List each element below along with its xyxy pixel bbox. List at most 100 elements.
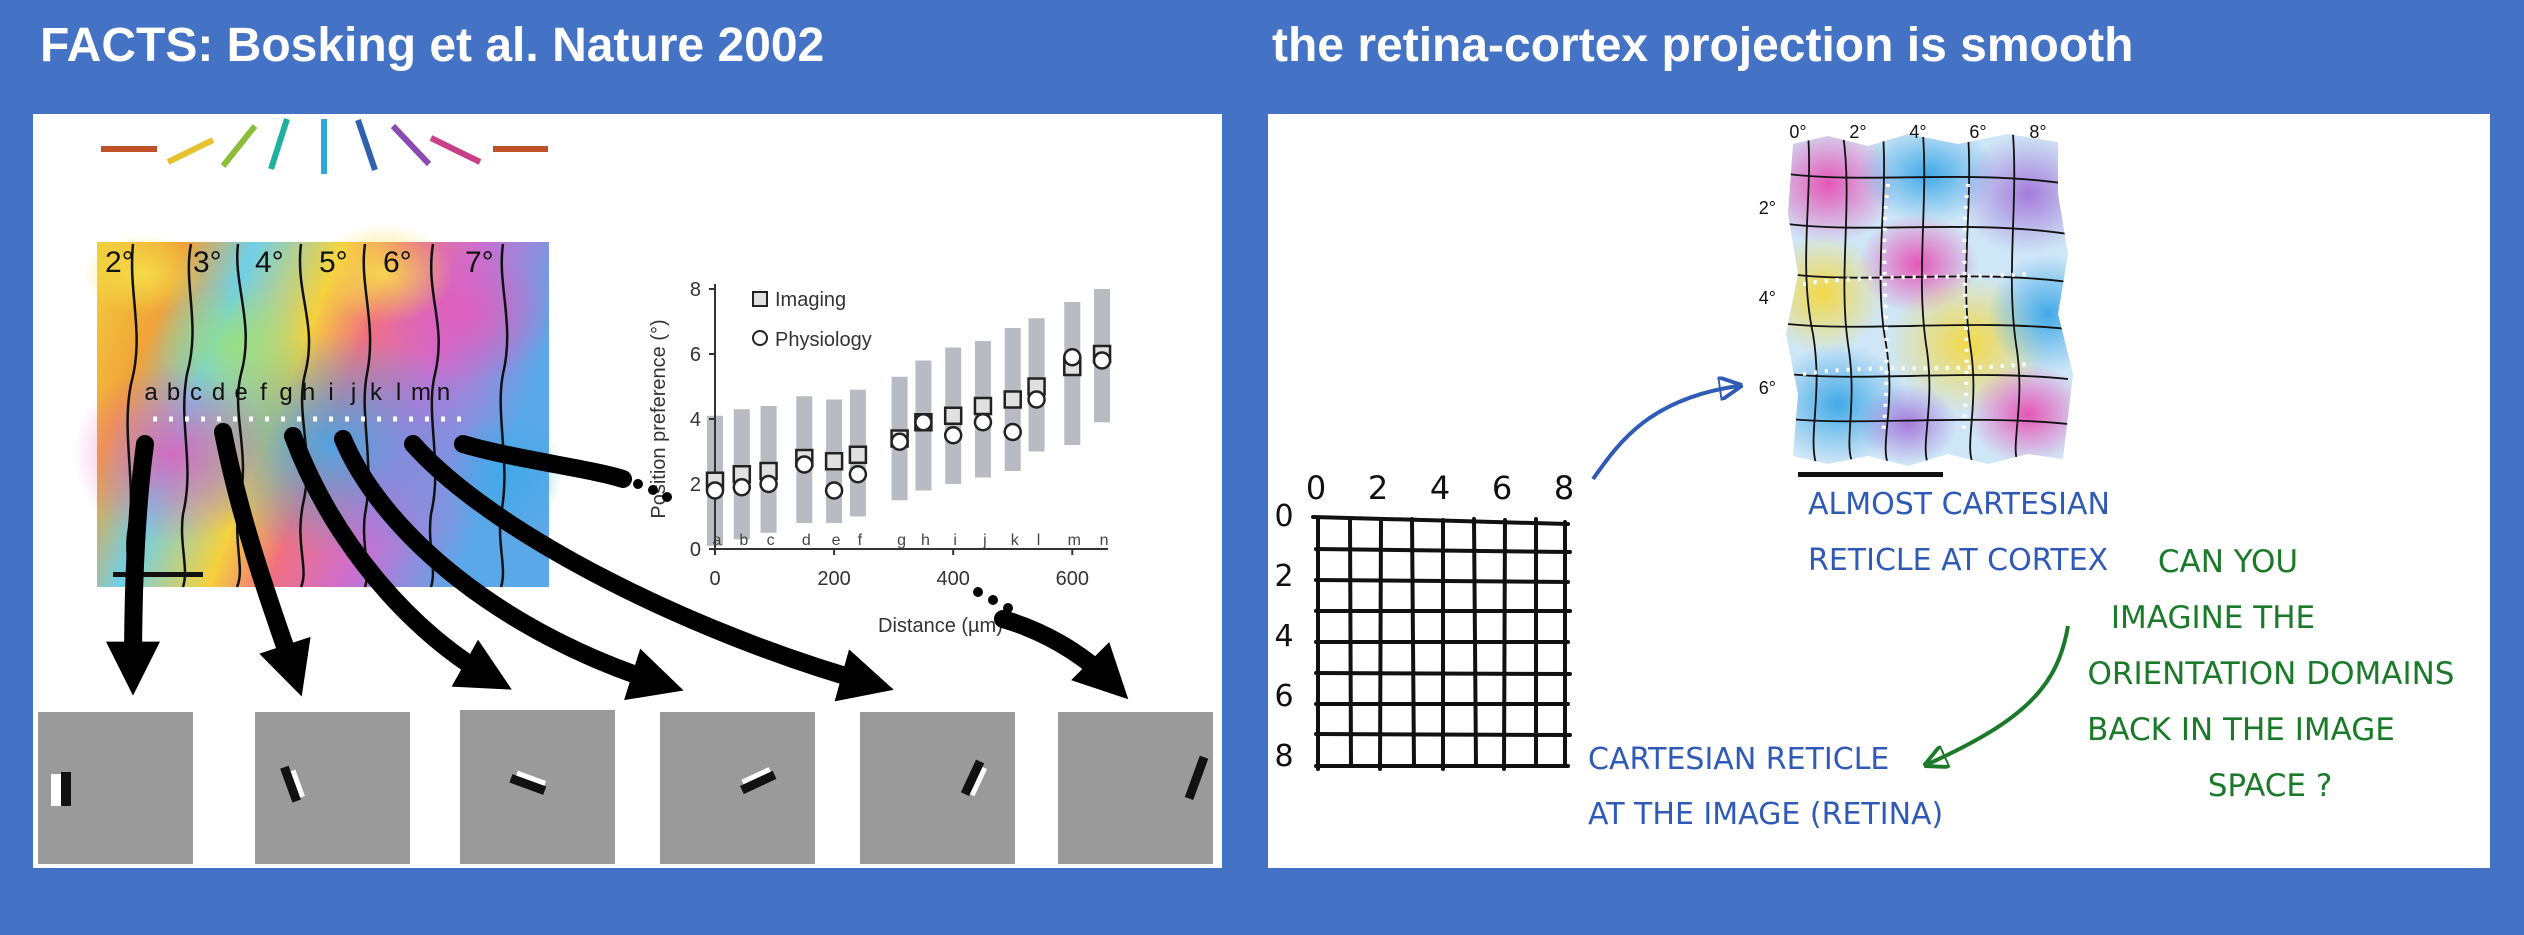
reticle-side-label: 0	[1274, 499, 1293, 534]
question-line: CAN YOU	[2158, 544, 2298, 580]
imaging-point	[824, 452, 844, 471]
legend-physiology-marker	[752, 330, 768, 346]
stimulus-patch	[460, 710, 615, 864]
orientation-legend	[101, 118, 548, 174]
map-transect-letter: f	[260, 379, 267, 406]
map-transect-letter: g	[279, 379, 292, 406]
cortex-scale-bar	[1798, 472, 1943, 477]
retina-to-cortex-arrow	[1591, 386, 1738, 481]
reticle-side-labels: 0 2 4 6 8	[1274, 499, 1293, 774]
reticle-side-label: 2	[1274, 559, 1293, 594]
y-axis-label: Position preference (°)	[648, 319, 670, 518]
y-tick-label: 8	[690, 279, 701, 301]
physiology-point	[1063, 348, 1082, 367]
cortex-side-labels: 2° 4° 6°	[1759, 198, 1776, 398]
reticle-top-label: 6	[1492, 469, 1512, 507]
axis-letter: n	[1100, 532, 1109, 549]
imaging-point	[943, 406, 963, 425]
y-tick-label: 0	[690, 539, 701, 561]
axis-letter: a	[713, 532, 722, 549]
axis-letter: h	[921, 532, 930, 549]
y-tick-label: 6	[690, 344, 701, 366]
map-degree-label: 4°	[255, 246, 284, 279]
axis-letter: k	[1011, 532, 1020, 549]
reticle-top-labels: 0 2 4 6 8	[1306, 469, 1574, 507]
stimulus-patch	[660, 712, 815, 864]
reticle-side-label: 4	[1274, 619, 1293, 654]
x-tick-label: 200	[817, 568, 850, 590]
physiology-point	[705, 481, 725, 500]
cortex-top-label: 6°	[1969, 122, 1986, 142]
axis-letter: f	[858, 532, 863, 549]
cortex-top-label: 8°	[2029, 122, 2046, 142]
right-figure: 0 2 4 6 8 0 2 4 6 8 CARTESIAN RETICLE AT THE IMA…	[1274, 122, 2454, 832]
axis-letter: e	[832, 532, 841, 549]
cortex-side-label: 6°	[1759, 378, 1776, 398]
question-line: IMAGINE THE	[2111, 600, 2315, 636]
reticle-side-label: 8	[1274, 739, 1293, 774]
map-transect-letter: b	[167, 379, 180, 406]
stimulus-patch	[38, 712, 193, 864]
map-degree-label: 6°	[383, 246, 412, 279]
cortex-side-label: 2°	[1759, 198, 1776, 218]
question-line: SPACE ?	[2208, 768, 2333, 804]
reticle-side-label: 6	[1274, 679, 1293, 714]
x-tick-label: 400	[936, 568, 969, 590]
physiology-point	[824, 481, 844, 500]
cortex-caption-line2: RETICLE AT CORTEX	[1808, 543, 2108, 578]
map-transect-letter: n	[437, 379, 450, 406]
map-degree-label: 5°	[319, 246, 348, 279]
stimulus-patch	[255, 712, 410, 864]
axis-letter: c	[767, 532, 775, 549]
cortex-top-label: 4°	[1909, 122, 1926, 142]
imaging-point	[848, 445, 868, 464]
physiology-point	[973, 413, 993, 432]
physiology-point	[795, 455, 814, 474]
axis-letter: g	[897, 532, 906, 549]
axis-letter: i	[953, 532, 957, 549]
left-slide-title: FACTS: Bosking et al. Nature 2002	[40, 19, 825, 72]
map-transect-letter: j	[350, 379, 356, 406]
reticle-top-label: 0	[1306, 469, 1326, 507]
cortex-side-label: 4°	[1759, 288, 1776, 308]
physiology-point	[914, 413, 933, 432]
map-degree-labels: 2° 3° 4° 5° 6° 7°	[105, 246, 494, 279]
physiology-point	[943, 426, 963, 445]
x-tick-label: 0	[709, 568, 720, 590]
axis-letter: m	[1068, 532, 1081, 549]
position-preference-plot: 0 2 4 6 8 0 200 400 600 a b c d e f g h i j k l m n Position pr…	[648, 279, 1112, 637]
physiology-point	[1092, 351, 1112, 370]
map-transect-letter: c	[190, 379, 202, 406]
retina-caption-line1: CARTESIAN RETICLE	[1588, 742, 1889, 777]
map-transect-letter: l	[396, 379, 401, 406]
map-degree-label: 7°	[465, 246, 494, 279]
map-degree-label: 3°	[193, 246, 222, 279]
cortex-caption-line1: ALMOST CARTESIAN	[1808, 487, 2110, 522]
physiology-point	[890, 432, 909, 451]
reticle-top-label: 8	[1554, 469, 1574, 507]
map-to-stimulus-arrows	[106, 423, 1129, 702]
map-transect-letter: h	[302, 379, 315, 406]
axis-letter: d	[802, 532, 811, 549]
axis-letter: l	[1037, 532, 1041, 549]
imaging-point	[1003, 390, 1022, 409]
retina-reticle-grid	[1311, 515, 1572, 771]
map-transect-letter: k	[370, 379, 383, 406]
map-transect-letter: i	[328, 379, 333, 406]
map-transect-letter: a	[144, 379, 158, 406]
stimulus-patch	[1058, 712, 1213, 864]
right-figure-panel: 0 2 4 6 8 0 2 4 6 8 CARTESIAN RETICLE AT THE IMA…	[1268, 114, 2490, 868]
cortex-top-label: 0°	[1789, 122, 1806, 142]
orientation-map	[73, 224, 563, 588]
y-tick-label: 4	[690, 409, 701, 431]
ellipsis-dots	[633, 479, 1013, 613]
axis-letter: j	[982, 532, 987, 549]
legend-imaging-label: Imaging	[775, 289, 846, 311]
stimulus-patches	[38, 710, 1213, 864]
right-slide-title: the retina-cortex projection is smooth	[1272, 19, 2134, 72]
question-arrow	[1928, 625, 2070, 764]
map-transect-letter: m	[411, 379, 431, 406]
reticle-top-label: 4	[1430, 469, 1450, 507]
